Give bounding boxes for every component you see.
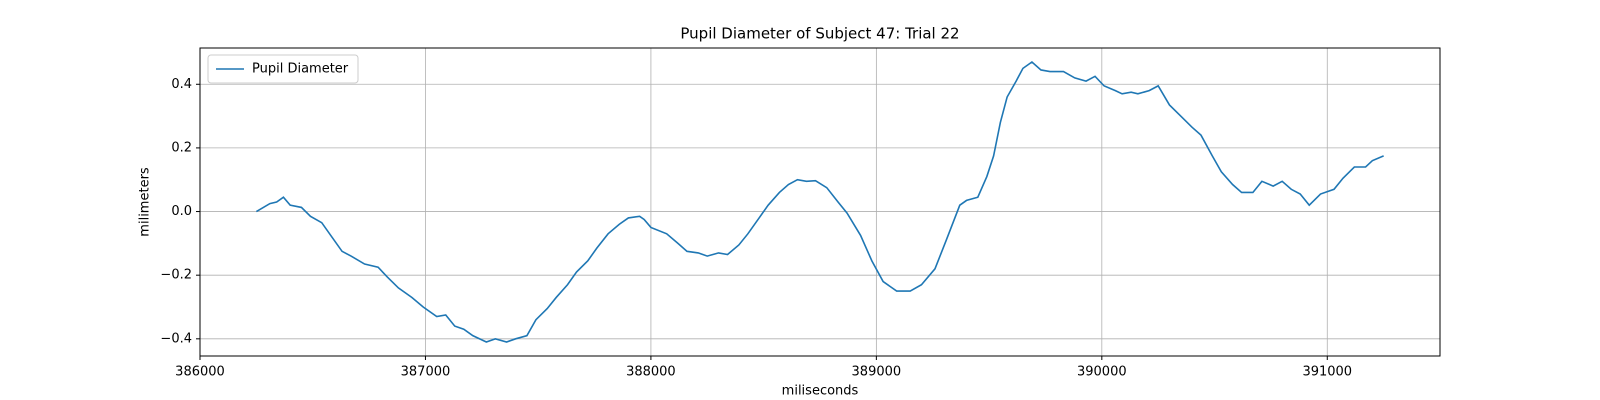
legend-box	[207, 54, 359, 84]
x-tick-label: 387000	[401, 365, 451, 380]
y-tick-label: −0.4	[160, 331, 192, 346]
x-tick-label: 386000	[175, 365, 225, 380]
x-tick-label: 391000	[1302, 365, 1352, 380]
y-tick-label: −0.2	[160, 268, 192, 283]
x-tick-label: 388000	[626, 365, 676, 380]
y-axis-label: milimeters	[138, 167, 153, 237]
data-line	[255, 60, 1384, 343]
x-tick-label: 390000	[1077, 365, 1127, 380]
y-tick-label: 0.2	[171, 140, 192, 155]
x-tick-label: 389000	[852, 365, 902, 380]
y-tick-label: 0.0	[171, 204, 192, 219]
x-axis-label: miliseconds	[782, 384, 859, 399]
y-tick-label: 0.4	[171, 77, 192, 92]
legend-label: Pupil Diameter	[252, 62, 349, 77]
plot-frame	[199, 47, 1441, 357]
chart-title: Pupil Diameter of Subject 47: Trial 22	[680, 25, 959, 43]
